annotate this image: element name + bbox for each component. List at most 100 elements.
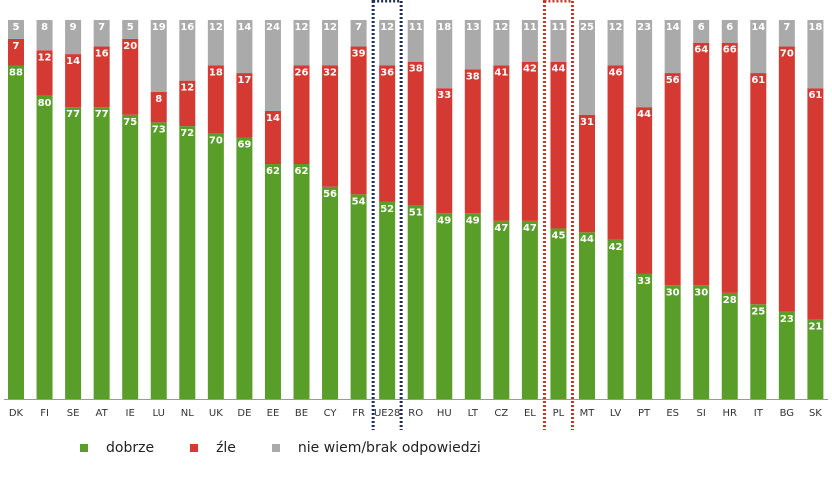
data-label: 32 (323, 67, 337, 78)
data-label: 11 (409, 22, 423, 33)
tick-label-si: SI (697, 408, 706, 419)
data-label: 49 (466, 215, 480, 226)
bar-it-zle (750, 73, 767, 305)
bar-ue28-nie-wiem (379, 20, 396, 66)
data-label: 42 (609, 242, 623, 253)
data-label: 25 (580, 22, 594, 33)
bar-se-nie-wiem (65, 20, 82, 55)
bar-cy-nie-wiem (322, 20, 339, 66)
legend-label-zle: źle (216, 440, 236, 456)
data-label: 44 (580, 234, 594, 245)
tick-label-ro: RO (408, 408, 423, 419)
bar-at-dobrze (93, 107, 110, 400)
data-label: 69 (237, 139, 251, 150)
data-label: 19 (152, 22, 166, 33)
bar-ro-zle (407, 61, 424, 206)
tick-label-fr: FR (352, 408, 365, 419)
data-label: 80 (38, 98, 52, 109)
bar-se-zle (65, 54, 82, 108)
bar-cz-dobrze (493, 220, 510, 399)
bar-lv-dobrze (607, 239, 624, 399)
bar-de-zle (236, 73, 253, 138)
bar-pl-zle (550, 61, 567, 229)
data-label: 12 (295, 22, 309, 33)
data-label: 42 (523, 64, 537, 75)
bar-fr-zle (350, 46, 367, 195)
bar-ue28-zle (379, 65, 396, 202)
data-label: 56 (323, 189, 337, 200)
data-label: 28 (723, 295, 737, 306)
bar-fr-nie-wiem (350, 20, 367, 47)
bar-pl-nie-wiem (550, 20, 567, 62)
legend: dobrze źle nie wiem/brak odpowiedzi (80, 440, 517, 456)
data-label: 14 (266, 113, 280, 124)
bar-uk-zle (207, 65, 224, 134)
bar-hu-zle (436, 88, 453, 214)
data-label: 17 (237, 75, 251, 86)
data-label: 31 (580, 117, 594, 128)
bar-nl-nie-wiem (179, 20, 196, 81)
data-label: 12 (209, 22, 223, 33)
data-label: 45 (551, 230, 565, 241)
data-label: 51 (409, 208, 423, 219)
tick-label-at: AT (96, 408, 109, 419)
legend-label-nie-wiem: nie wiem/brak odpowiedzi (297, 440, 481, 456)
tick-label-se: SE (67, 408, 80, 419)
bar-si-nie-wiem (693, 20, 710, 43)
bar-nl-zle (179, 80, 196, 127)
bar-bg-zle (778, 46, 795, 312)
bar-mt-nie-wiem (579, 20, 595, 115)
tick-label-be: BE (295, 408, 308, 419)
data-label: 23 (637, 22, 651, 33)
bar-pt-dobrze (636, 273, 653, 399)
bar-lv-zle (607, 65, 624, 240)
data-label: 33 (637, 276, 651, 287)
data-label: 88 (9, 67, 23, 78)
bar-pt-nie-wiem (636, 20, 653, 108)
data-label: 14 (666, 22, 680, 33)
data-label: 5 (127, 22, 134, 33)
bar-sk-dobrze (807, 319, 824, 399)
bar-at-zle (93, 46, 110, 108)
data-label: 12 (38, 52, 52, 63)
bar-de-dobrze (236, 137, 253, 400)
bar-uk-nie-wiem (207, 20, 224, 66)
tick-label-cz: CZ (494, 408, 508, 419)
bar-hu-dobrze (436, 213, 453, 399)
data-label: 9 (70, 22, 77, 33)
bar-ie-zle (122, 38, 139, 115)
data-label: 38 (466, 71, 480, 82)
tick-label-pl: PL (553, 408, 565, 419)
tick-label-hr: HR (723, 408, 738, 419)
bar-lt-zle (464, 69, 481, 214)
data-label: 77 (95, 109, 109, 120)
tick-label-el: EL (524, 408, 536, 419)
tick-label-lt: LT (468, 408, 479, 419)
data-label: 8 (41, 22, 48, 33)
data-label: 5 (13, 22, 20, 33)
tick-label-de: DE (237, 408, 251, 419)
bar-be-nie-wiem (293, 20, 310, 66)
data-label: 7 (13, 41, 20, 52)
bar-be-zle (293, 65, 310, 165)
data-label: 6 (726, 22, 733, 33)
data-label: 44 (551, 64, 565, 75)
bar-ee-nie-wiem (264, 20, 281, 111)
data-label: 56 (666, 75, 680, 86)
data-label: 14 (237, 22, 251, 33)
bar-es-zle (664, 73, 681, 286)
data-label: 6 (698, 22, 705, 33)
tick-label-dk: DK (9, 408, 24, 419)
data-label: 52 (380, 204, 394, 215)
data-label: 8 (155, 94, 162, 105)
data-label: 70 (780, 49, 794, 60)
bar-it-nie-wiem (750, 20, 767, 74)
bar-ee-zle (264, 110, 281, 165)
bar-sk-zle (807, 88, 824, 320)
bar-nl-dobrze (179, 126, 196, 400)
data-label: 11 (551, 22, 565, 33)
data-label: 36 (380, 67, 394, 78)
data-label: 46 (609, 67, 623, 78)
bar-dk-dobrze (8, 65, 24, 399)
